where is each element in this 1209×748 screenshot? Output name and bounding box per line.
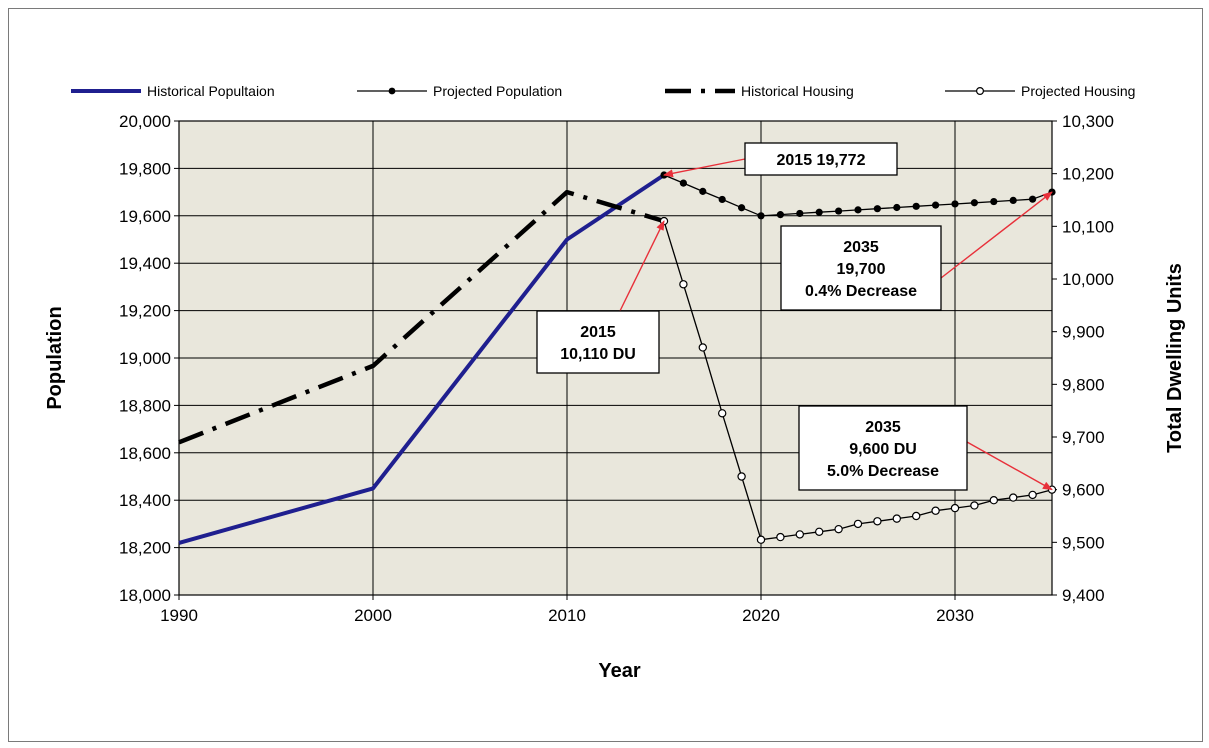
series-point-3 (873, 517, 882, 526)
legend-marker-1 (388, 87, 396, 95)
series-point-1 (699, 187, 707, 195)
y-right-tick-label: 9,800 (1062, 375, 1105, 394)
series-point-3 (931, 506, 940, 515)
legend-label-1: Projected Population (433, 83, 562, 99)
series-point-3 (756, 535, 766, 544)
y-left-tick-label: 18,600 (119, 444, 171, 463)
y-right-tick-label: 10,000 (1062, 270, 1114, 289)
x-tick-label: 2020 (742, 606, 780, 625)
annotation-arrow-0 (663, 158, 746, 178)
annotation-box-0 (744, 142, 898, 176)
series-point-3 (970, 501, 979, 510)
legend-label-0: Historical Popultaion (147, 83, 275, 99)
series-point-3 (834, 524, 843, 534)
annotation-text-1: 2035 (843, 239, 879, 256)
legend-marker-3 (975, 86, 984, 95)
series-point-1 (776, 211, 785, 219)
series-point-1 (970, 199, 979, 207)
annotation-text-3: 5.0% Decrease (827, 463, 939, 480)
series-point-1 (873, 205, 882, 213)
y-right-tick-label: 9,900 (1062, 323, 1105, 342)
series-point-3 (659, 216, 669, 226)
y-left-tick-label: 19,800 (119, 159, 171, 178)
y-left-tick-label: 18,400 (119, 491, 171, 510)
y-right-tick-label: 10,200 (1062, 165, 1114, 184)
y-right-tick-label: 9,500 (1062, 533, 1105, 552)
x-tick-label: 2000 (354, 606, 392, 625)
x-axis-title: Year (598, 660, 640, 682)
series-point-1 (1009, 196, 1017, 204)
y-left-tick-label: 18,000 (119, 586, 171, 605)
series-point-1 (893, 203, 901, 212)
series-point-3 (737, 472, 746, 481)
series-point-1 (835, 207, 843, 215)
series-point-3 (892, 514, 902, 523)
series-point-3 (989, 496, 999, 505)
series-point-3 (718, 409, 727, 418)
annotation-text-1: 19,700 (837, 261, 886, 278)
y-left-tick-label: 18,200 (119, 539, 171, 558)
y-left-tick-label: 18,800 (119, 396, 171, 415)
annotation-text-3: 2035 (865, 419, 901, 436)
y-left-tick-label: 19,400 (119, 254, 171, 273)
series-point-3 (950, 503, 960, 513)
series-point-1 (757, 212, 765, 220)
y-left-tick-label: 19,200 (119, 302, 171, 321)
series-point-1 (951, 200, 959, 208)
x-tick-label: 1990 (160, 606, 198, 625)
x-tick-label: 2010 (548, 606, 586, 625)
series-point-3 (698, 343, 708, 352)
annotation-box-2 (536, 310, 660, 374)
series-point-3 (795, 530, 805, 539)
series-point-3 (776, 532, 785, 542)
series-point-1 (854, 206, 862, 214)
x-tick-label: 2030 (936, 606, 974, 625)
y-left-tick-label: 20,000 (119, 112, 171, 131)
annotation-text-3: 9,600 DU (849, 441, 917, 458)
series-point-3 (853, 519, 863, 529)
legend-label-3: Projected Housing (1021, 83, 1135, 99)
y-right-tick-label: 9,400 (1062, 586, 1105, 605)
y-right-tick-label: 10,300 (1062, 112, 1114, 131)
series-point-1 (1029, 195, 1037, 203)
y-right-axis-title: Total Dwelling Units (1164, 263, 1186, 453)
annotation-arrow-3 (966, 441, 1053, 491)
series-point-3 (815, 527, 824, 537)
annotation-text-2: 10,110 DU (560, 346, 636, 363)
chart-frame: 18,000 18,200 18,400 18,600 18,800 19,000 19,2… (8, 8, 1203, 742)
population-housing-chart: 18,000 18,200 18,400 18,600 18,800 19,000 19,2… (44, 83, 1186, 682)
series-point-1 (718, 195, 726, 204)
y-right-tick-label: 9,700 (1062, 428, 1105, 447)
y-right-tick-label: 10,100 (1062, 217, 1114, 236)
annotation-box-1 (780, 225, 942, 311)
legend-label-2: Historical Housing (741, 83, 854, 99)
annotation-arrow-2 (619, 220, 665, 312)
series-point-3 (1009, 493, 1018, 502)
series-point-1 (679, 179, 688, 187)
annotation-text-2: 2015 (580, 324, 616, 341)
y-left-tick-label: 19,000 (119, 349, 171, 368)
series-point-1 (796, 209, 804, 218)
y-left-tick-label: 19,600 (119, 207, 171, 226)
series-point-1 (815, 208, 823, 216)
series-point-3 (912, 511, 921, 521)
annotation-box-3 (798, 405, 968, 491)
annotation-arrow-1 (940, 191, 1053, 279)
annotation-text-0: 2015 19,772 (777, 152, 866, 169)
series-point-3 (1028, 490, 1037, 500)
series-line-2 (178, 189, 665, 445)
series-point-1 (932, 201, 940, 209)
series-point-1 (990, 197, 998, 206)
y-left-axis-title: Population (44, 306, 66, 409)
series-point-1 (738, 204, 746, 212)
annotation-text-1: 0.4% Decrease (805, 283, 917, 300)
y-right-tick-label: 9,600 (1062, 481, 1105, 500)
series-point-3 (679, 280, 688, 289)
series-point-1 (912, 202, 920, 210)
